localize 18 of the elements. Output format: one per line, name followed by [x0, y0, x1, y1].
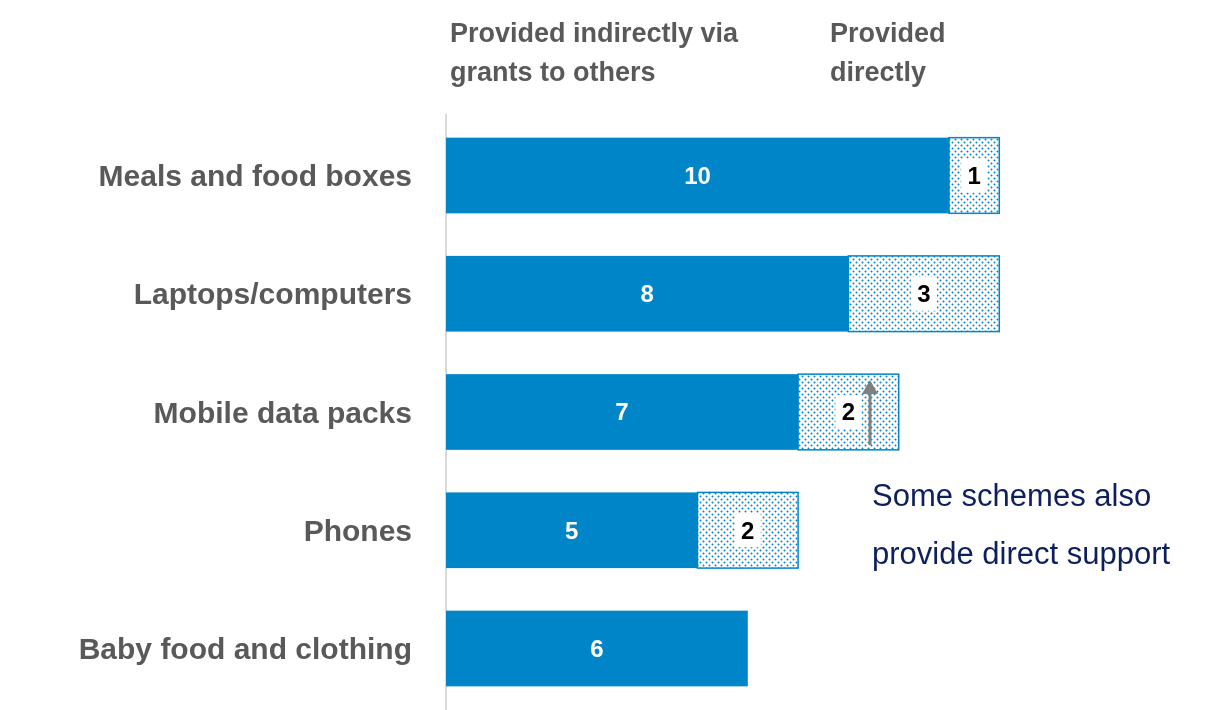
- data-label: 2: [841, 398, 856, 426]
- data-label: 2: [741, 516, 755, 544]
- y-tick-label: Mobile data packs: [153, 395, 412, 429]
- data-label: 7: [615, 398, 629, 426]
- data-label: 3: [917, 280, 931, 308]
- data-label: 10: [684, 161, 711, 189]
- data-label: 6: [590, 634, 604, 662]
- data-label: 8: [640, 280, 654, 308]
- annotation: Some schemes also provide direct support: [872, 477, 1171, 571]
- y-tick-label: Phones: [303, 513, 412, 547]
- series-label: Provided indirectly via grants to others: [450, 18, 740, 88]
- y-tick-label: Laptops/computers: [133, 277, 412, 311]
- y-tick-label: Meals and food boxes: [98, 158, 412, 192]
- series-label: Provided directly: [830, 18, 946, 88]
- bar: [446, 610, 748, 687]
- y-tick-label: Baby food and clothing: [78, 632, 412, 666]
- data-label: 1: [967, 161, 981, 189]
- data-label: 5: [565, 516, 579, 544]
